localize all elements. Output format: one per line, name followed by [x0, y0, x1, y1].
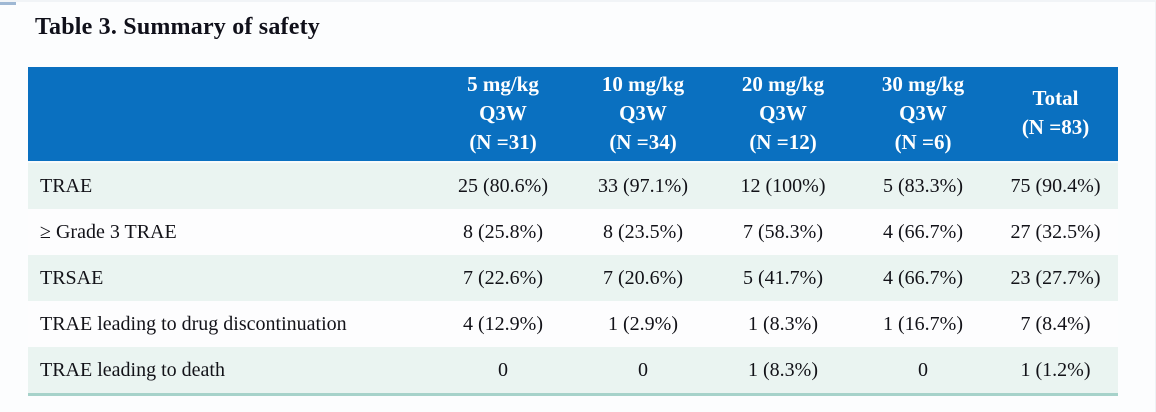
- header-line: Q3W: [619, 100, 667, 125]
- value-cell: 7 (22.6%): [463, 266, 543, 289]
- value-cell: 1 (8.3%): [748, 358, 818, 381]
- table-row-grade3-trae: ≥ Grade 3 TRAE 8 (25.8%) 8 (23.5%) 7 (58…: [28, 209, 1118, 255]
- value-cell: 4 (66.7%): [883, 220, 963, 243]
- value-cell: 5 (41.7%): [743, 266, 823, 289]
- value-cell: 25 (80.6%): [458, 174, 548, 197]
- header-line: Q3W: [479, 100, 527, 125]
- table-title: Table 3. Summary of safety: [35, 14, 320, 40]
- header-col-30mgkg: 30 mg/kg Q3W (N =6): [853, 67, 993, 162]
- value-cell: 5 (83.3%): [883, 174, 963, 197]
- header-line: 10 mg/kg: [601, 71, 685, 96]
- value-cell: 12 (100%): [740, 174, 826, 197]
- value-cell: 8 (23.5%): [603, 220, 683, 243]
- header-line: (N =6): [894, 129, 952, 154]
- value-cell: 1 (8.3%): [748, 312, 818, 335]
- header-line: 30 mg/kg: [881, 71, 965, 96]
- header-col-5mgkg: 5 mg/kg Q3W (N =31): [433, 67, 573, 162]
- value-cell: 0: [638, 358, 648, 381]
- row-label-cell: TRAE: [40, 174, 93, 197]
- header-line: 5 mg/kg: [467, 71, 539, 96]
- row-label-cell: TRAE leading to drug discontinuation: [40, 312, 347, 335]
- header-col-20mgkg: 20 mg/kg Q3W (N =12): [713, 67, 853, 162]
- row-label-cell: TRSAE: [40, 266, 104, 289]
- header-line: Total: [1032, 86, 1079, 110]
- value-cell: 4 (12.9%): [463, 312, 543, 335]
- header-line: (N =34): [609, 129, 677, 154]
- table-row-trae-death: TRAE leading to death 0 0 1 (8.3%) 0 1 (…: [28, 347, 1118, 395]
- value-cell: 27 (32.5%): [1010, 220, 1101, 243]
- table-row-trae: TRAE 25 (80.6%) 33 (97.1%) 12 (100%) 5 (…: [28, 162, 1118, 209]
- value-cell: 75 (90.4%): [1010, 174, 1101, 197]
- header-row: 5 mg/kg Q3W (N =31) 10 mg/kg Q3W (N =34)…: [28, 67, 1118, 162]
- header-line: (N =12): [749, 129, 817, 154]
- value-cell: 7 (8.4%): [1020, 312, 1091, 335]
- value-cell: 7 (58.3%): [743, 220, 823, 243]
- value-cell: 8 (25.8%): [463, 220, 543, 243]
- header-empty-cell: [28, 67, 433, 162]
- header-line: Q3W: [759, 100, 807, 125]
- value-cell: 7 (20.6%): [603, 266, 683, 289]
- header-col-10mgkg: 10 mg/kg Q3W (N =34): [573, 67, 713, 162]
- table-row-trae-discontinuation: TRAE leading to drug discontinuation 4 (…: [28, 301, 1118, 347]
- table-header: 5 mg/kg Q3W (N =31) 10 mg/kg Q3W (N =34)…: [28, 67, 1118, 162]
- value-cell: 1 (1.2%): [1020, 358, 1091, 381]
- table-body: TRAE 25 (80.6%) 33 (97.1%) 12 (100%) 5 (…: [28, 162, 1118, 395]
- value-cell: 0: [918, 358, 928, 381]
- value-cell: 4 (66.7%): [883, 266, 963, 289]
- header-line: (N =83): [1021, 115, 1090, 139]
- corner-mark: [0, 2, 16, 5]
- value-cell: 1 (2.9%): [608, 312, 678, 335]
- value-cell: 33 (97.1%): [598, 174, 688, 197]
- header-line: (N =31): [469, 129, 537, 154]
- safety-table: 5 mg/kg Q3W (N =31) 10 mg/kg Q3W (N =34)…: [28, 67, 1118, 396]
- value-cell: 23 (27.7%): [1010, 266, 1101, 289]
- value-cell: 0: [498, 358, 508, 381]
- header-line: Q3W: [899, 100, 947, 125]
- header-col-total: Total (N =83): [993, 67, 1118, 162]
- value-cell: 1 (16.7%): [883, 312, 963, 335]
- row-label-cell: ≥ Grade 3 TRAE: [40, 220, 177, 243]
- row-label-cell: TRAE leading to death: [40, 358, 225, 381]
- header-line: 20 mg/kg: [741, 71, 825, 96]
- table-row-trsae: TRSAE 7 (22.6%) 7 (20.6%) 5 (41.7%) 4 (6…: [28, 255, 1118, 301]
